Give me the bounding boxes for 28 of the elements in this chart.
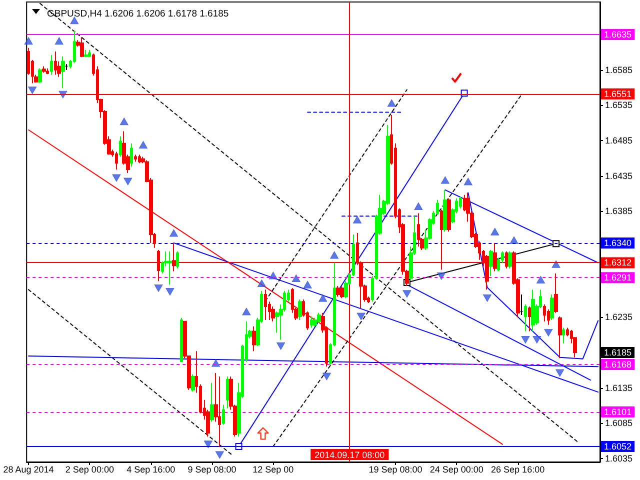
y-tick-label: 1.6585 [605, 64, 633, 75]
text: GBPUSD,H4 1.6206 1.6206 1.6178 1.6185 [47, 8, 229, 20]
y-tick-label: 1.6385 [605, 206, 633, 216]
y-tick-label: 1.6135 [605, 382, 633, 393]
x-tick-label: 28 Aug 2014 [3, 464, 54, 474]
ref-line-label: 1.6551 [604, 88, 632, 99]
ref-line-label: 1.6052 [604, 441, 632, 452]
ref-line-label: 1.6101 [604, 406, 632, 417]
x-tick-label: 26 Sep 16:00 [491, 464, 545, 474]
x-tick-label: 24 Sep 00:00 [430, 464, 484, 474]
y-tick-label: 1.6235 [605, 312, 633, 322]
y-tick-label: 1.6535 [605, 100, 633, 110]
ref-line-label: 1.6168 [604, 359, 632, 370]
ref-line-label: 1.6312 [604, 258, 632, 268]
x-tick-label: 2 Sep 00:00 [65, 464, 114, 474]
y-tick-label: 1.6085 [605, 418, 633, 428]
ref-line-label: 1.6291 [604, 272, 632, 283]
x-tick-label: 2014.09.17 08:00 [314, 450, 385, 460]
y-tick-label: 1.6435 [605, 170, 633, 181]
x-tick-label: 4 Sep 16:00 [126, 464, 176, 474]
ref-line-label: 1.6635 [604, 30, 632, 40]
ref-line-label: 1.6340 [604, 238, 632, 248]
y-tick-label: 1.6035 [605, 453, 633, 464]
x-tick-label: 19 Sep 08:00 [368, 464, 422, 474]
x-tick-label: 12 Sep 00 [252, 464, 294, 474]
annotation: 1.6185 [604, 347, 632, 358]
x-tick-label: 9 Sep 08:00 [188, 464, 236, 474]
y-tick-label: 1.6485 [605, 135, 633, 146]
